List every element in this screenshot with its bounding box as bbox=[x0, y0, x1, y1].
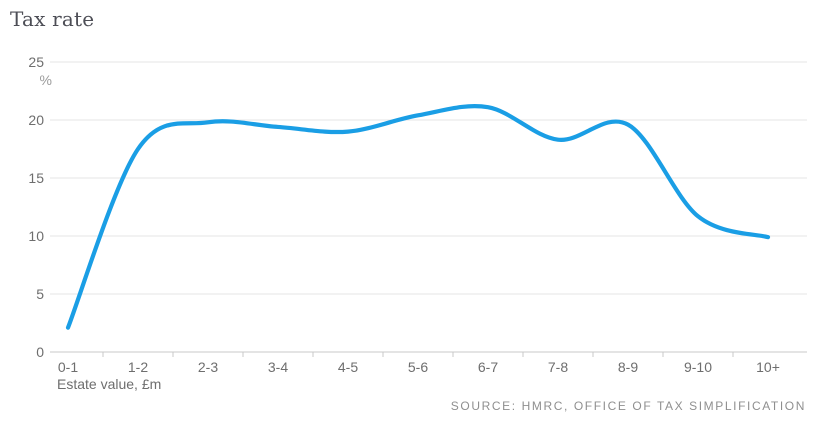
x-axis-tick-label: 4-5 bbox=[338, 359, 358, 375]
x-axis-tick-label: 6-7 bbox=[478, 359, 498, 375]
y-axis-tick-label: 25 bbox=[28, 54, 44, 70]
x-axis-tick-label: 2-3 bbox=[198, 359, 218, 375]
x-axis-tick-label: 3-4 bbox=[268, 359, 288, 375]
y-axis-tick-label: 0 bbox=[36, 344, 44, 360]
y-axis-tick-label: 15 bbox=[28, 170, 44, 186]
source-credit: SOURCE: HMRC, OFFICE OF TAX SIMPLIFICATI… bbox=[450, 399, 806, 413]
x-axis-tick-label: 0-1 bbox=[58, 359, 78, 375]
x-axis-tick-label: 7-8 bbox=[548, 359, 568, 375]
x-axis-tick-label: 9-10 bbox=[684, 359, 712, 375]
x-axis-tick-label: 5-6 bbox=[408, 359, 428, 375]
x-axis-tick-label: 1-2 bbox=[128, 359, 148, 375]
x-axis-title: Estate value, £m bbox=[57, 376, 161, 392]
y-axis-tick-label: 10 bbox=[28, 228, 44, 244]
tax-rate-line bbox=[65, 104, 771, 330]
y-axis-tick-label: 5 bbox=[36, 286, 44, 302]
y-axis-tick-label: 20 bbox=[28, 112, 44, 128]
y-axis-unit-label: % bbox=[40, 72, 52, 88]
chart-title: Tax rate bbox=[10, 7, 95, 31]
x-axis-tick-label: 10+ bbox=[756, 359, 780, 375]
x-axis-tick-label: 8-9 bbox=[618, 359, 638, 375]
